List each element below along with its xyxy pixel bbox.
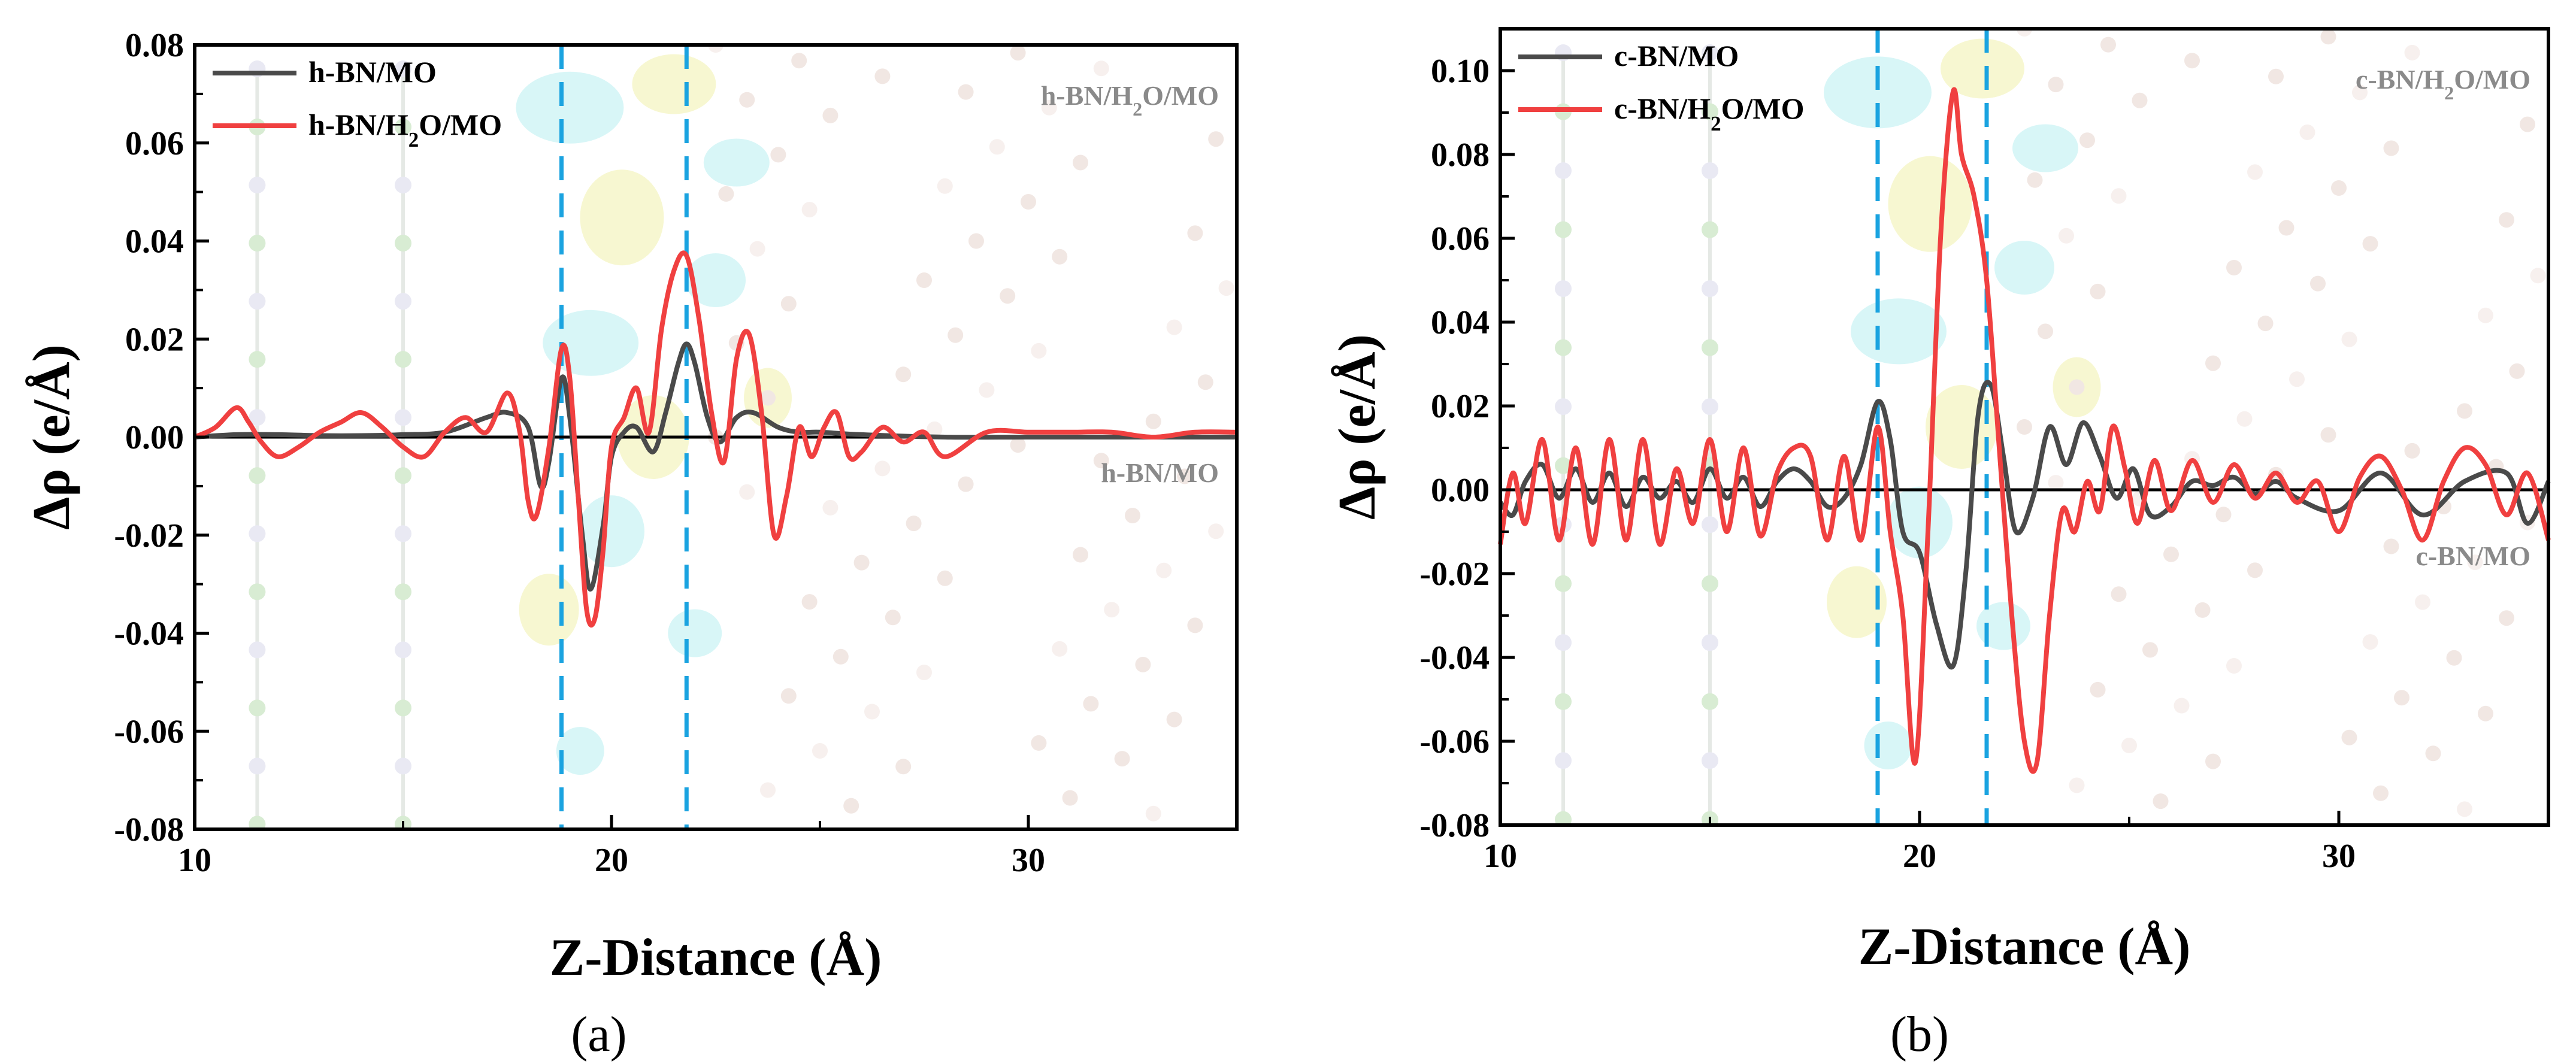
y-tick-label: 0.00 [1431,472,1490,509]
y-tick-label: -0.04 [114,616,184,653]
y-axis-label: Δρ (e/Å) [23,344,81,530]
y-tick-label: -0.08 [1419,807,1490,844]
x-tick-label: 30 [2322,838,2356,875]
legend-label: c-BN/MO [1614,39,1739,72]
x-tick-label: 10 [178,842,211,879]
series-lines [1498,87,2551,774]
series-line-h-bn-h2o-mo [193,250,1237,628]
molecular-structure-background [249,45,1234,829]
series-lines [193,250,1237,628]
x-tick-label: 20 [595,842,628,879]
y-tick-label: 0.00 [125,419,184,456]
annotation-top: h-BN/H2O/MO [1041,80,1219,120]
legend: h-BN/MO h-BN/H2O/MO [213,55,502,151]
y-tick-label: 0.10 [1431,53,1490,90]
legend-label: c-BN/H2O/MO [1614,92,1805,135]
x-axis-label: Z-Distance (Å) [550,929,882,987]
series-line-c-bn-mo [1498,380,2551,670]
x-axis-ticks: 10 20 30 [1484,811,2550,875]
y-tick-label: 0.06 [1431,220,1490,257]
y-tick-label: 0.04 [125,223,184,260]
y-tick-label: -0.06 [114,713,184,750]
y-tick-label: -0.02 [114,517,184,554]
y-axis-ticks: -0.08 -0.06 -0.04 -0.02 0.00 0.02 0.04 0.06 0.08… [1419,53,1515,844]
legend-label: h-BN/MO [308,55,437,89]
y-axis-ticks: -0.08 -0.06 -0.04 -0.02 0.00 0.02 0.04 0.06 0.08 [114,27,209,848]
x-axis-label: Z-Distance (Å) [1858,918,2191,976]
x-tick-label: 10 [1484,838,1517,875]
x-tick-label: 30 [1012,842,1045,879]
x-axis-ticks: 10 20 30 [178,815,1238,879]
y-tick-label: -0.06 [1419,723,1490,760]
y-tick-label: -0.08 [114,811,184,848]
y-axis-label: Δρ (e/Å) [1328,334,1387,520]
annotation-top: c-BN/H2O/MO [2356,64,2530,104]
y-tick-label: 0.06 [125,125,184,162]
series-line-c-bn-h2o-mo [1498,87,2551,774]
y-tick-label: 0.04 [1431,304,1490,341]
y-tick-label: 0.08 [125,27,184,64]
panel-b: 10 20 30 -0.08 -0.06 -0.04 -0.02 0.00 0.02 0.04 0… [1328,27,2551,1062]
panel-a: 10 20 30 -0.08 -0.06 -0.04 -0.02 0.00 0.02 0.04 0… [23,27,1239,1062]
panel-caption: (a) [571,1007,626,1062]
y-tick-label: 0.02 [1431,388,1490,425]
annotation-bottom: h-BN/MO [1101,457,1219,488]
vertical-dashed-lines [1875,29,1989,825]
molecular-structure-background [1555,29,2546,825]
annotation-bottom: c-BN/MO [2415,541,2530,571]
y-tick-label: 0.02 [125,321,184,358]
legend-label: h-BN/H2O/MO [308,108,502,151]
x-tick-label: 20 [1903,838,1936,875]
plot-frame [1499,27,2550,827]
y-tick-label: -0.04 [1419,639,1490,677]
panel-caption: (b) [1890,1007,1949,1062]
y-tick-label: 0.08 [1431,137,1490,174]
legend: c-BN/MO c-BN/H2O/MO [1518,39,1805,135]
y-tick-label: -0.02 [1419,556,1490,593]
